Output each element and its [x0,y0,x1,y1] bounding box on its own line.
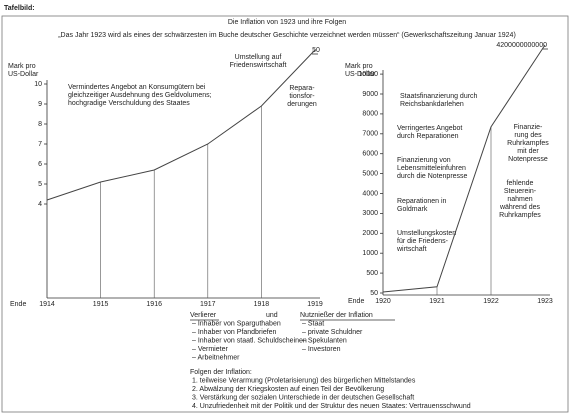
annotation: für die Friedens- [397,238,449,245]
annotation: fehlende [507,180,534,187]
y-tick-label: 8000 [362,111,378,118]
y-axis-label: US-Dollar [345,71,376,78]
list-item: – Inhaber von Pfandbriefen [192,329,277,336]
annotation: rung des [514,132,542,139]
annotation: Repara- [289,85,315,92]
frame [1,15,569,413]
y-tick-label: 50 [312,47,320,54]
x-tick-label: 1923 [537,298,553,305]
annotation: während des [499,204,541,211]
annotation: Goldmark [397,206,428,213]
y-tick-label: 7000 [362,131,378,138]
page-label: Tafelbild: [4,5,35,12]
x-tick-label: 1916 [146,301,162,308]
y-axis-label: US-Dollar [8,71,39,78]
y-axis-label: Mark pro [345,63,373,70]
list-item: – Staat [302,320,324,327]
list-item: 1. teilweise Verarmung (Proletarisierung… [192,377,416,384]
y-tick-label: 4200000000000 [496,42,547,49]
y-tick-label: 9 [38,101,42,108]
annotation: Reichsbankdarlehen [400,101,464,108]
list-item: – private Schuldner [302,329,363,336]
list-item: – Vermieter [192,346,228,353]
y-tick-label: 1000 [362,250,378,257]
list-item: 4. Unzufriedenheit mit der Politik und d… [192,403,471,410]
x-tick-label: 1917 [200,301,216,308]
y-tick-label: 4000 [362,190,378,197]
annotation: Steuerein- [504,188,537,195]
line [382,44,546,293]
x-tick-label: 1915 [93,301,109,308]
list-item: – Investoren [302,346,341,353]
annotation: gleichzeitiger Ausdehnung des Geldvolume… [68,92,212,99]
annotation: Umstellung auf [235,54,282,61]
annotation: Finanzie- [514,124,543,131]
annotation: Verringertes Angebot [397,125,462,132]
y-tick-label: 3000 [362,210,378,217]
y-tick-label: 5 [38,181,42,188]
annotation: durch Reparationen [397,133,459,140]
list-heading: Nutznießer der Inflation [300,312,373,319]
list-heading: Folgen der Inflation: [190,369,252,376]
x-tick-label: 1919 [307,301,323,308]
list-item: – Arbeitnehmer [192,354,240,361]
annotation: hochgradige Verschuldung des Staates [68,100,190,107]
y-tick-label: 500 [366,270,378,277]
conjunction: und [266,312,278,319]
list-heading: Verlierer [190,312,217,319]
x-prefix: Ende [10,301,26,308]
annotation: tionsfor- [289,93,315,100]
annotation: Umstellungskosten [397,230,456,237]
y-tick-label: 10000 [359,71,379,78]
list-item: – Inhaber von staatl. Schuldscheinen [192,337,307,344]
x-tick-label: 1920 [375,298,391,305]
annotation: mit der [517,148,539,155]
annotation: Staatsfinanzierung durch [400,93,478,100]
line [46,49,316,201]
list-item: 3. Verstärkung der sozialen Unterschiede… [192,394,414,401]
list-item: 2. Abwälzung der Kriegskosten auf einen … [192,386,384,393]
y-tick-label: 6 [38,161,42,168]
y-tick-label: 6000 [362,151,378,158]
list-item: – Inhaber von Sparguthaben [192,320,281,327]
y-tick-label: 5000 [362,170,378,177]
annotation: Friedenswirtschaft [230,62,287,69]
x-prefix: Ende [348,298,364,305]
x-tick-label: 1914 [39,301,55,308]
quote: „Das Jahr 1923 wird als eines der schwär… [58,32,516,39]
x-tick-label: 1922 [483,298,499,305]
x-tick-label: 1921 [429,298,445,305]
annotation: Notenpresse [508,156,548,163]
annotation: Ruhrkampfes [499,212,541,219]
annotation: Ruhrkampfes [507,140,549,147]
y-tick-label: 2000 [362,230,378,237]
y-tick-label: 10 [34,81,42,88]
annotation: nahmen [507,196,532,203]
y-tick-label: 9000 [362,91,378,98]
annotation: derungen [287,101,317,108]
y-tick-label: 8 [38,121,42,128]
x-tick-label: 1918 [254,301,270,308]
y-tick-label: 7 [38,141,42,148]
y-tick-label: 4 [38,201,42,208]
annotation: Lebensmitteleinfuhren [397,165,466,172]
annotation: Vermindertes Angebot an Konsumgütern bei [68,84,206,91]
y-axis-label: Mark pro [8,63,36,70]
title: Die Inflation von 1923 und ihre Folgen [228,19,346,26]
annotation: durch die Notenpresse [397,173,468,180]
annotation: wirtschaft [396,246,427,253]
list-item: – Spekulanten [302,337,347,344]
y-tick-label: 50 [370,290,378,297]
annotation: Reparationen in [397,198,447,205]
annotation: Finanzierung von [397,157,451,164]
